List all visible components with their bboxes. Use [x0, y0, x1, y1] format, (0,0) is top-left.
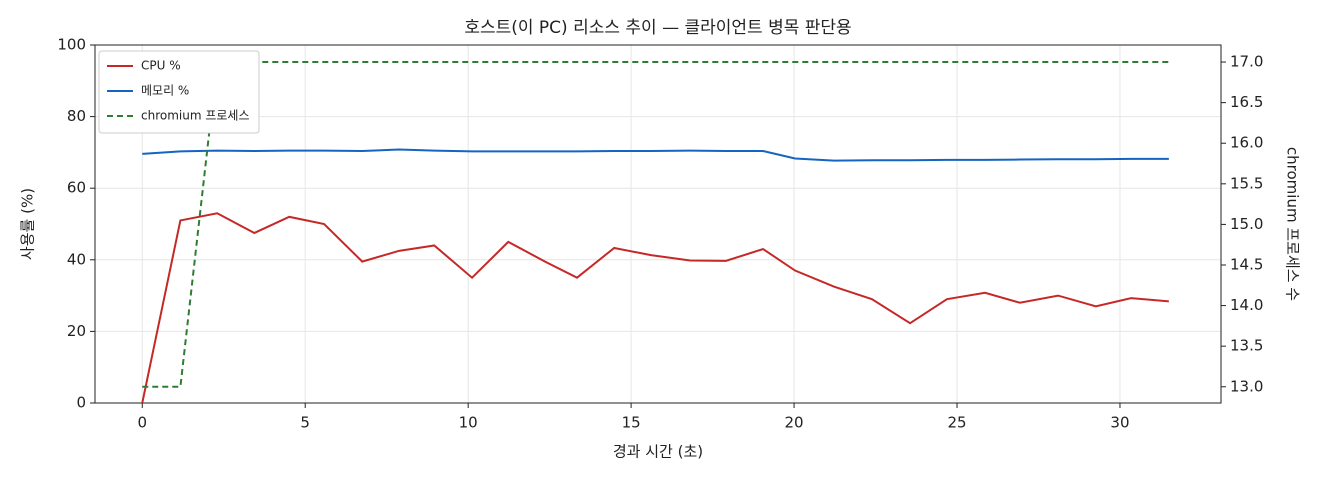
x-tick-label: 10: [459, 414, 478, 432]
y-tick-label: 60: [67, 179, 86, 197]
series-line: [142, 61, 1169, 388]
y-axis-label: 사용률 (%): [19, 188, 37, 260]
y-tick-label: 80: [67, 107, 86, 125]
y2-tick-label: 15.0: [1230, 215, 1263, 233]
x-tick-label: 5: [300, 414, 310, 432]
series-line: [141, 212, 1169, 404]
x-tick-label: 0: [137, 414, 147, 432]
y2-axis-label: chromium 프로세스 수: [1284, 147, 1302, 301]
legend-label: CPU %: [141, 59, 181, 73]
x-tick-label: 25: [947, 414, 966, 432]
y-tick-label: 100: [57, 36, 86, 54]
legend-box: [98, 50, 260, 134]
legend-label: 메모리 %: [141, 84, 189, 98]
plot-frame: [94, 44, 1222, 404]
x-axis-label: 경과 시간 (초): [613, 443, 703, 461]
y2-tick-label: 16.5: [1230, 93, 1263, 111]
y-tick-label: 20: [67, 322, 86, 340]
x-tick-label: 15: [622, 414, 641, 432]
x-tick-label: 30: [1110, 414, 1129, 432]
y2-tick-label: 13.5: [1230, 337, 1263, 355]
y2-tick-label: 13.0: [1230, 377, 1263, 395]
y2-tick-label: 14.5: [1230, 255, 1263, 273]
y-tick-label: 0: [76, 394, 86, 412]
x-tick-label: 20: [785, 414, 804, 432]
y2-tick-label: 16.0: [1230, 134, 1263, 152]
legend-label: chromium 프로세스: [141, 109, 250, 123]
y2-tick-label: 14.0: [1230, 296, 1263, 314]
y-tick-label: 40: [67, 250, 86, 268]
chart-title: 호스트(이 PC) 리소스 추이 — 클라이언트 병목 판단용: [464, 18, 851, 38]
series-line: [142, 148, 1169, 162]
y2-tick-label: 17.0: [1230, 53, 1263, 71]
y2-tick-label: 15.5: [1230, 174, 1263, 192]
